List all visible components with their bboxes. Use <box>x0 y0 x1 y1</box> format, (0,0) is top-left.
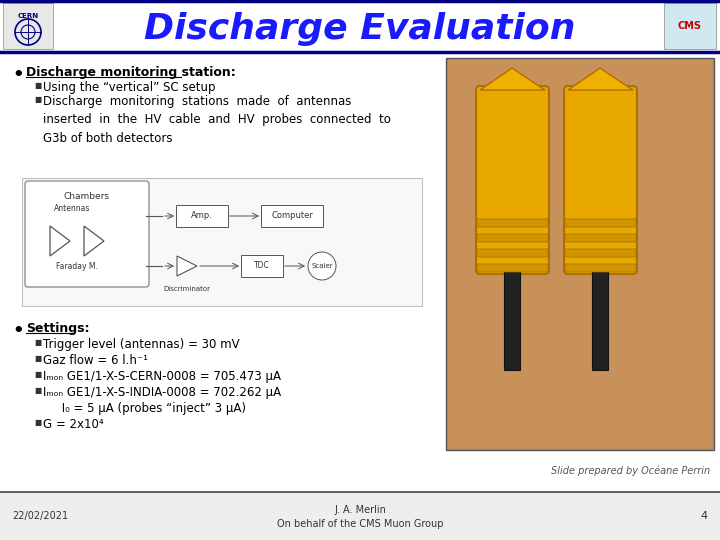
FancyBboxPatch shape <box>565 249 636 257</box>
Text: ■: ■ <box>34 95 41 104</box>
Polygon shape <box>50 226 70 256</box>
Text: Iₘₒₙ GE1/1-X-S-CERN-0008 = 705.473 μA: Iₘₒₙ GE1/1-X-S-CERN-0008 = 705.473 μA <box>43 370 281 383</box>
Polygon shape <box>84 226 104 256</box>
Text: CMS: CMS <box>678 21 702 31</box>
Text: Computer: Computer <box>271 212 313 220</box>
Text: Faraday M.: Faraday M. <box>56 262 98 271</box>
Text: Slide prepared by Océane Perrin: Slide prepared by Océane Perrin <box>551 466 710 476</box>
Text: ■: ■ <box>34 418 41 427</box>
FancyBboxPatch shape <box>565 264 636 272</box>
Text: 22/02/2021: 22/02/2021 <box>12 511 68 521</box>
Text: TDC: TDC <box>254 261 270 271</box>
Text: I₀ = 5 μA (probes “inject” 3 μA): I₀ = 5 μA (probes “inject” 3 μA) <box>43 402 246 415</box>
Text: Iₘₒₙ GE1/1-X-S-INDIA-0008 = 702.262 μA: Iₘₒₙ GE1/1-X-S-INDIA-0008 = 702.262 μA <box>43 386 281 399</box>
Text: 4: 4 <box>701 511 708 521</box>
FancyBboxPatch shape <box>3 3 53 49</box>
FancyBboxPatch shape <box>22 178 422 306</box>
FancyBboxPatch shape <box>477 234 548 242</box>
Text: G = 2x10⁴: G = 2x10⁴ <box>43 418 104 431</box>
Text: Amp.: Amp. <box>191 212 213 220</box>
Text: Settings:: Settings: <box>26 322 89 335</box>
FancyBboxPatch shape <box>261 205 323 227</box>
FancyBboxPatch shape <box>476 86 549 274</box>
Text: ■: ■ <box>34 370 41 379</box>
Text: Using the “vertical” SC setup: Using the “vertical” SC setup <box>43 81 215 94</box>
FancyBboxPatch shape <box>477 264 548 272</box>
FancyBboxPatch shape <box>241 255 283 277</box>
Text: J. A. Merlin: J. A. Merlin <box>334 505 386 515</box>
FancyBboxPatch shape <box>0 492 720 540</box>
Text: Trigger level (antennas) = 30 mV: Trigger level (antennas) = 30 mV <box>43 338 240 351</box>
Text: CERN: CERN <box>17 13 39 19</box>
Polygon shape <box>568 68 633 90</box>
FancyBboxPatch shape <box>448 60 712 448</box>
Text: Antennas: Antennas <box>54 204 90 213</box>
Text: ■: ■ <box>34 338 41 347</box>
Text: •: • <box>12 322 24 340</box>
FancyBboxPatch shape <box>565 234 636 242</box>
Polygon shape <box>177 256 197 276</box>
Text: Gaz flow = 6 l.h⁻¹: Gaz flow = 6 l.h⁻¹ <box>43 354 148 367</box>
FancyBboxPatch shape <box>477 219 548 227</box>
FancyBboxPatch shape <box>176 205 228 227</box>
Circle shape <box>308 252 336 280</box>
Text: Discharge monitoring station:: Discharge monitoring station: <box>26 66 235 79</box>
Text: ■: ■ <box>34 386 41 395</box>
Text: Discharge  monitoring  stations  made  of  antennas
inserted  in  the  HV  cable: Discharge monitoring stations made of an… <box>43 95 391 145</box>
Polygon shape <box>480 68 545 90</box>
FancyBboxPatch shape <box>25 181 149 287</box>
Text: On behalf of the CMS Muon Group: On behalf of the CMS Muon Group <box>276 519 444 529</box>
Text: Discharge Evaluation: Discharge Evaluation <box>144 12 576 46</box>
FancyBboxPatch shape <box>504 270 520 370</box>
FancyBboxPatch shape <box>664 3 716 49</box>
Text: ■: ■ <box>34 354 41 363</box>
FancyBboxPatch shape <box>0 0 720 52</box>
FancyBboxPatch shape <box>565 219 636 227</box>
FancyBboxPatch shape <box>592 270 608 370</box>
FancyBboxPatch shape <box>446 58 714 450</box>
Text: Discriminator: Discriminator <box>163 286 210 292</box>
Text: •: • <box>12 66 24 84</box>
FancyBboxPatch shape <box>564 86 637 274</box>
FancyBboxPatch shape <box>477 249 548 257</box>
Text: Scaler: Scaler <box>311 263 333 269</box>
Text: Chambers: Chambers <box>64 192 110 201</box>
Text: ■: ■ <box>34 81 41 90</box>
